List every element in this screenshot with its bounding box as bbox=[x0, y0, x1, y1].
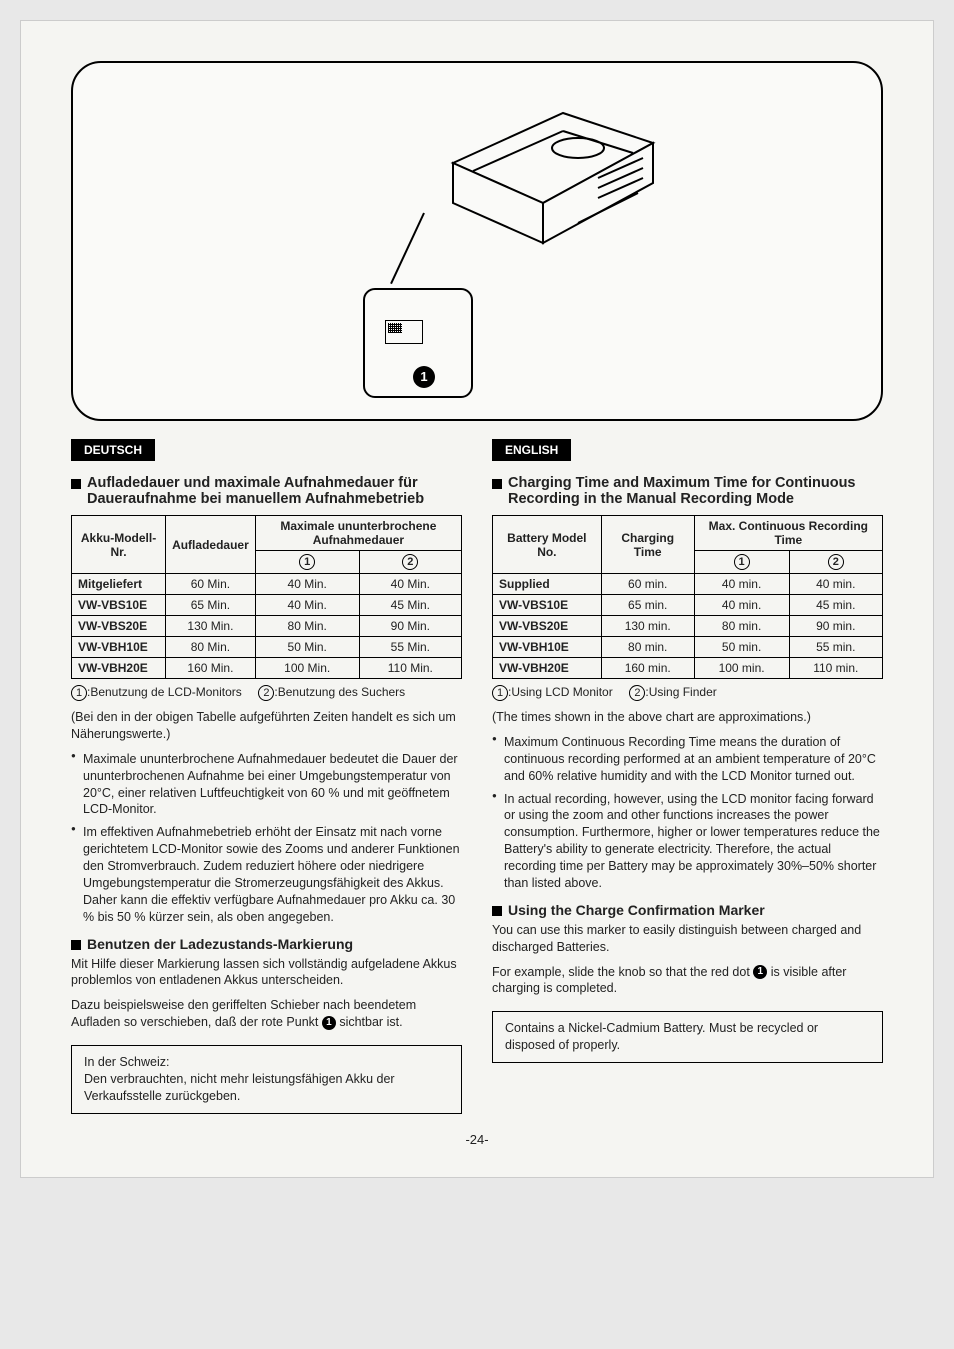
table-row: VW-VBS20E130 min.80 min.90 min. bbox=[493, 616, 883, 637]
lang-tag-en: ENGLISH bbox=[492, 439, 571, 461]
de-recycle-box: In der Schweiz: Den verbrauchten, nicht … bbox=[71, 1045, 462, 1114]
table-row: VW-VBS10E65 min.40 min.45 min. bbox=[493, 595, 883, 616]
th-charge: Charging Time bbox=[601, 516, 694, 574]
de-sub-p1: Mit Hilfe dieser Markierung lassen sich … bbox=[71, 956, 462, 990]
th-sub2: 2 bbox=[359, 551, 461, 574]
th-maxrec: Max. Continuous Recording Time bbox=[694, 516, 882, 551]
de-bullet-list: Maximale ununterbrochene Aufnahmedauer b… bbox=[71, 751, 462, 926]
de-approx-note: (Bei den in der obigen Tabelle aufgeführ… bbox=[71, 709, 462, 743]
en-heading: Charging Time and Maximum Time for Conti… bbox=[492, 475, 883, 507]
en-subheading: Using the Charge Confirmation Marker bbox=[492, 902, 883, 918]
th-maxrec: Maximale ununterbrochene Aufnahmedauer bbox=[255, 516, 461, 551]
table-row: Supplied60 min.40 min.40 min. bbox=[493, 574, 883, 595]
marker-number-icon: 1 bbox=[413, 366, 435, 388]
en-sub-p1: You can use this marker to easily distin… bbox=[492, 922, 883, 956]
de-legend: 1:Benutzung de LCD-Monitors 2:Benutzung … bbox=[71, 685, 462, 701]
table-row: VW-VBS10E65 Min.40 Min.45 Min. bbox=[72, 595, 462, 616]
table-row: Mitgeliefert60 Min.40 Min.40 Min. bbox=[72, 574, 462, 595]
th-charge: Aufladedauer bbox=[166, 516, 256, 574]
square-bullet-icon bbox=[492, 906, 502, 916]
table-row: VW-VBH10E80 min.50 min.55 min. bbox=[493, 637, 883, 658]
battery-diagram: 1 bbox=[71, 61, 883, 421]
list-item: In actual recording, however, using the … bbox=[492, 791, 883, 892]
list-item: Maximale ununterbrochene Aufnahmedauer b… bbox=[71, 751, 462, 819]
en-subheading-text: Using the Charge Confirmation Marker bbox=[508, 902, 765, 918]
de-heading-text: Aufladedauer und maximale Aufnahmedauer … bbox=[87, 475, 462, 507]
page-number: -24- bbox=[71, 1132, 883, 1147]
table-row: VW-VBS20E130 Min.80 Min.90 Min. bbox=[72, 616, 462, 637]
manual-page: 1 DEUTSCH Aufladedauer und maximale Aufn… bbox=[20, 20, 934, 1178]
de-charging-table: Akku-Modell-Nr. Aufladedauer Maximale un… bbox=[71, 515, 462, 679]
list-item: Im effektiven Aufnahmebetrieb erhöht der… bbox=[71, 824, 462, 925]
table-row: VW-VBH10E80 Min.50 Min.55 Min. bbox=[72, 637, 462, 658]
square-bullet-icon bbox=[71, 940, 81, 950]
en-approx-note: (The times shown in the above chart are … bbox=[492, 709, 883, 726]
english-column: ENGLISH Charging Time and Maximum Time f… bbox=[492, 439, 883, 1114]
german-column: DEUTSCH Aufladedauer und maximale Aufnah… bbox=[71, 439, 462, 1114]
th-sub1: 1 bbox=[694, 551, 789, 574]
marker-number-icon: 1 bbox=[322, 1016, 336, 1030]
en-recycle-box: Contains a Nickel-Cadmium Battery. Must … bbox=[492, 1011, 883, 1063]
th-model: Battery Model No. bbox=[493, 516, 602, 574]
th-sub1: 1 bbox=[255, 551, 359, 574]
de-subheading: Benutzen der Ladezustands-Markierung bbox=[71, 936, 462, 952]
callout-zoom: 1 bbox=[363, 288, 473, 398]
de-heading: Aufladedauer und maximale Aufnahmedauer … bbox=[71, 475, 462, 507]
lang-tag-de: DEUTSCH bbox=[71, 439, 155, 461]
table-row: VW-VBH20E160 Min.100 Min.110 Min. bbox=[72, 658, 462, 679]
square-bullet-icon bbox=[492, 479, 502, 489]
de-subheading-text: Benutzen der Ladezustands-Markierung bbox=[87, 936, 353, 952]
en-charging-table: Battery Model No. Charging Time Max. Con… bbox=[492, 515, 883, 679]
en-legend: 1:Using LCD Monitor 2:Using Finder bbox=[492, 685, 883, 701]
battery-illustration bbox=[413, 93, 673, 263]
charge-marker-detail bbox=[385, 320, 423, 344]
marker-number-icon: 1 bbox=[753, 965, 767, 979]
square-bullet-icon bbox=[71, 479, 81, 489]
list-item: Maximum Continuous Recording Time means … bbox=[492, 734, 883, 785]
en-sub-p2: For example, slide the knob so that the … bbox=[492, 964, 883, 998]
th-sub2: 2 bbox=[789, 551, 882, 574]
en-heading-text: Charging Time and Maximum Time for Conti… bbox=[508, 475, 883, 507]
th-model: Akku-Modell-Nr. bbox=[72, 516, 166, 574]
de-sub-p2: Dazu beispielsweise den geriffelten Schi… bbox=[71, 997, 462, 1031]
table-row: VW-VBH20E160 min.100 min.110 min. bbox=[493, 658, 883, 679]
en-bullet-list: Maximum Continuous Recording Time means … bbox=[492, 734, 883, 892]
